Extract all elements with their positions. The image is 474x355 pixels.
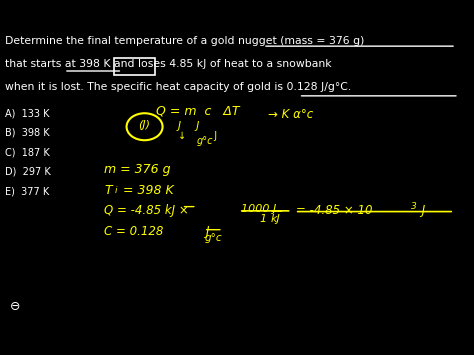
Text: Q = -4.85 kJ ×: Q = -4.85 kJ × <box>104 204 189 218</box>
Text: J: J <box>418 204 425 218</box>
Text: 1000 J: 1000 J <box>241 204 276 214</box>
Text: Q = m  c   ΔT: Q = m c ΔT <box>156 105 240 118</box>
Text: g°c: g°c <box>205 233 222 243</box>
Text: 1: 1 <box>260 214 267 224</box>
Text: C)  187 K: C) 187 K <box>5 147 49 157</box>
Text: E)  377 K: E) 377 K <box>5 186 49 196</box>
Text: → K α°c: → K α°c <box>268 108 313 121</box>
Text: A)  133 K: A) 133 K <box>5 108 49 118</box>
Text: Determine the final temperature of a gold nugget (mass = 376 g): Determine the final temperature of a gol… <box>5 36 364 45</box>
Text: g°c: g°c <box>197 136 213 146</box>
Text: C = 0.128: C = 0.128 <box>104 225 164 239</box>
Text: (J): (J) <box>138 120 151 130</box>
Text: that starts at 398 K and loses 4.85 kJ of heat to a snowbank: that starts at 398 K and loses 4.85 kJ o… <box>5 59 331 69</box>
Text: kJ: kJ <box>270 214 280 224</box>
Text: D)  297 K: D) 297 K <box>5 167 51 177</box>
Text: m = 376 g: m = 376 g <box>104 163 171 176</box>
Text: ↓         J: ↓ J <box>178 131 217 141</box>
Text: = 398 K: = 398 K <box>119 184 174 197</box>
Text: B)  398 K: B) 398 K <box>5 128 49 138</box>
Text: ⊖: ⊖ <box>9 300 20 313</box>
Text: J     J: J J <box>178 121 200 131</box>
Text: when it is lost. The specific heat capacity of gold is 0.128 J/g°C.: when it is lost. The specific heat capac… <box>5 82 351 92</box>
Text: = -4.85 × 10: = -4.85 × 10 <box>296 204 373 218</box>
Text: 3: 3 <box>411 202 417 211</box>
Text: T: T <box>104 184 112 197</box>
Text: J: J <box>206 225 210 239</box>
Text: i: i <box>115 186 117 195</box>
